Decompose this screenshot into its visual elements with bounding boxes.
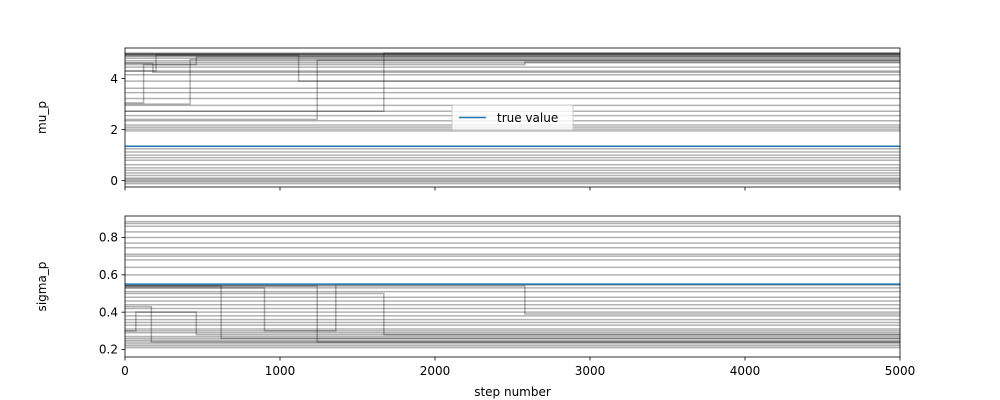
sigma-p-x-tick-label: 3000 [575,364,606,378]
mu-p-panel: 0 2 4 mu_p true value [35,47,901,191]
sigma-p-walker-step-trace [125,285,900,315]
mu-p-walker-step-trace [125,61,900,66]
legend: true value [451,104,574,131]
mu-p-walker-step-trace [125,56,900,104]
sigma-p-x-tick-label: 0 [121,364,129,378]
mu-p-y-ticks: 0 2 4 [110,72,125,188]
x-axis-label: step number [474,385,551,399]
mu-p-axes-frame [124,47,901,188]
mu-p-walker-step-trace [125,62,900,73]
sigma-p-y-tick-label: 0.8 [99,231,118,245]
mu-p-y-tick-label: 0 [110,174,118,188]
sigma-p-walker-step-trace [125,311,900,336]
sigma-p-y-axis-label: sigma_p [35,262,49,312]
sigma-p-walker-step-trace [125,285,900,340]
mu-p-y-tick-label: 4 [110,72,118,86]
sigma-p-walker-step-trace [125,285,900,343]
sigma-p-plot-area [125,216,900,357]
mu-p-y-tick-label: 2 [110,123,118,137]
sigma-p-y-tick-label: 0.2 [99,343,118,357]
sigma-p-x-tick-label: 1000 [265,364,296,378]
sigma-p-y-tick-label: 0.6 [99,268,118,282]
sigma-p-axes-frame [124,215,901,358]
sigma-p-y-ticks: 0.2 0.4 0.6 0.8 [99,231,125,357]
sigma-p-y-tick-label: 0.4 [99,305,118,319]
mu-p-walker-step-trace [125,54,900,82]
mu-p-y-axis-label: mu_p [35,101,49,134]
sigma-p-walker-step-trace [125,305,900,343]
sigma-p-x-ticks: 0 1000 2000 3000 4000 5000 [121,357,915,378]
sigma-p-x-tick-label: 4000 [730,364,761,378]
sigma-p-x-tick-label: 2000 [420,364,451,378]
sigma-p-walker-step-trace [125,292,900,336]
mu-p-walker-step-trace [125,59,900,121]
legend-true-value-label: true value [497,111,558,125]
mu-p-walker-step-trace [125,52,900,113]
legend-box [451,104,574,131]
sigma-p-panel: 0.2 0.4 0.6 0.8 0 1000 2000 3000 4000 5000 sigma… [35,215,915,399]
sigma-p-x-tick-label: 5000 [885,364,916,378]
mu-p-x-ticks [124,187,901,191]
sigma-p-walker-traces [125,220,900,349]
mu-p-walker-step-trace [125,58,900,105]
